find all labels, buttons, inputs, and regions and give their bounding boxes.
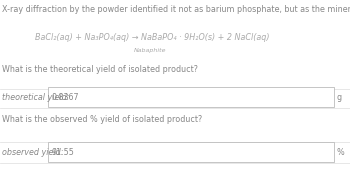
- FancyBboxPatch shape: [48, 142, 334, 162]
- Text: observed yield:: observed yield:: [2, 148, 63, 157]
- Text: BaCl₂(aq) + Na₃PO₄(aq) → NaBaPO₄ · 9H₂O(s) + 2 NaCl(aq): BaCl₂(aq) + Na₃PO₄(aq) → NaBaPO₄ · 9H₂O(…: [35, 33, 270, 42]
- Text: What is the theoretical yield of isolated product?: What is the theoretical yield of isolate…: [2, 65, 198, 74]
- Text: theoretical yield:: theoretical yield:: [2, 93, 69, 102]
- Text: %: %: [337, 148, 344, 157]
- FancyBboxPatch shape: [48, 87, 334, 107]
- Text: 0.8367: 0.8367: [51, 93, 79, 102]
- Text: X-ray diffraction by the powder identified it not as barium phosphate, but as th: X-ray diffraction by the powder identifi…: [2, 5, 350, 14]
- Text: What is the observed % yield of isolated product?: What is the observed % yield of isolated…: [2, 115, 202, 124]
- Text: Nabaphite: Nabaphite: [134, 48, 167, 53]
- Text: 91.55: 91.55: [51, 148, 74, 157]
- Text: g: g: [337, 93, 342, 102]
